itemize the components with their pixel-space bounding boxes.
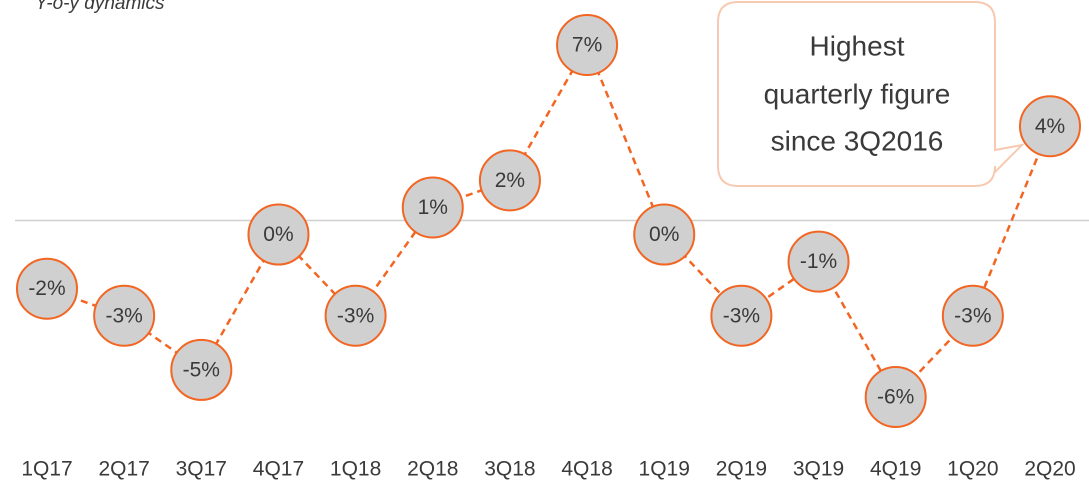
data-label: 1% [418, 196, 448, 219]
point [16, 257, 78, 320]
x-tick-label: 1Q20 [947, 458, 998, 481]
annotation-line: Highest [810, 30, 905, 61]
point [1019, 95, 1081, 158]
point [941, 284, 1004, 347]
x-tick-label: 4Q19 [870, 458, 921, 481]
data-label: -6% [877, 386, 914, 409]
x-tick-label: 2Q18 [407, 458, 458, 481]
data-label: -3% [954, 304, 991, 327]
x-tick-label: 2Q20 [1024, 458, 1075, 481]
data-label: -3% [105, 304, 142, 327]
x-tick-label: 1Q17 [21, 458, 72, 481]
point [247, 203, 310, 266]
x-tick-label: 2Q19 [716, 458, 767, 481]
point [478, 149, 541, 212]
point [93, 284, 156, 347]
line [46, 42, 1052, 400]
data-label: 0% [649, 223, 679, 246]
point [556, 14, 619, 77]
data-label: -5% [183, 358, 220, 381]
annotation-line: quarterly figure [764, 78, 951, 109]
data-label: 4% [1035, 115, 1065, 138]
x-tick-label: 4Q17 [253, 458, 304, 481]
data-label: -1% [800, 250, 837, 273]
point [401, 176, 464, 239]
x-tick-label: 3Q19 [793, 458, 844, 481]
data-label: 0% [263, 223, 293, 246]
x-tick-label: 3Q18 [484, 458, 535, 481]
data-label: -3% [723, 304, 760, 327]
point [633, 203, 696, 266]
data-label: -3% [337, 304, 374, 327]
data-label: 2% [495, 169, 525, 192]
point [710, 284, 773, 347]
annotation-line: since 3Q2016 [771, 125, 944, 156]
data-label: -2% [28, 277, 65, 300]
x-tick-label: 2Q17 [98, 458, 149, 481]
x-tick-label: 4Q18 [561, 458, 612, 481]
data-label: 7% [572, 34, 602, 57]
callout-box [717, 1, 1025, 187]
x-tick-label: 1Q18 [330, 458, 381, 481]
point [787, 230, 850, 293]
point [170, 338, 233, 401]
x-tick-label: 3Q17 [176, 458, 227, 481]
chart-subtitle: Y-o-y dynamics [35, 0, 165, 14]
point [864, 365, 927, 428]
x-tick-label: 1Q19 [639, 458, 690, 481]
point [324, 284, 387, 347]
